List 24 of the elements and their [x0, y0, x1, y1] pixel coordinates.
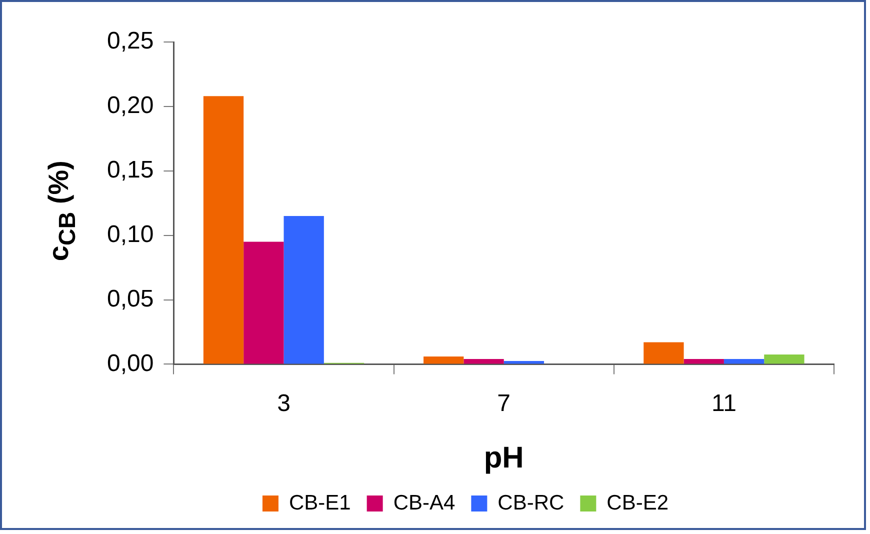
- legend-label: CB-E2: [606, 491, 669, 514]
- legend-label: CB-RC: [498, 491, 564, 514]
- y-tick-label: 0,15: [106, 156, 154, 184]
- x-axis-title: pH: [484, 441, 524, 474]
- bar: [424, 356, 464, 364]
- legend-label: CB-A4: [393, 491, 456, 514]
- bar: [284, 216, 324, 364]
- x-tick-label: 11: [711, 390, 736, 418]
- bar: [644, 342, 684, 364]
- y-tick-label: 0,10: [106, 220, 154, 248]
- bar: [244, 242, 284, 364]
- y-tick-label: 0,25: [106, 28, 154, 55]
- y-tick-label: 0,00: [106, 350, 154, 377]
- bar: [504, 360, 544, 364]
- bar: [684, 359, 724, 364]
- y-tick-label: 0,05: [106, 285, 154, 312]
- bar: [464, 359, 504, 364]
- x-tick-label: 7: [497, 390, 511, 418]
- x-tick-label: 3: [277, 390, 290, 418]
- bar: [724, 359, 764, 364]
- legend-label: CB-E1: [288, 491, 351, 514]
- y-tick-label: 0,20: [106, 92, 154, 120]
- bar: [203, 96, 244, 364]
- bar: [764, 354, 804, 364]
